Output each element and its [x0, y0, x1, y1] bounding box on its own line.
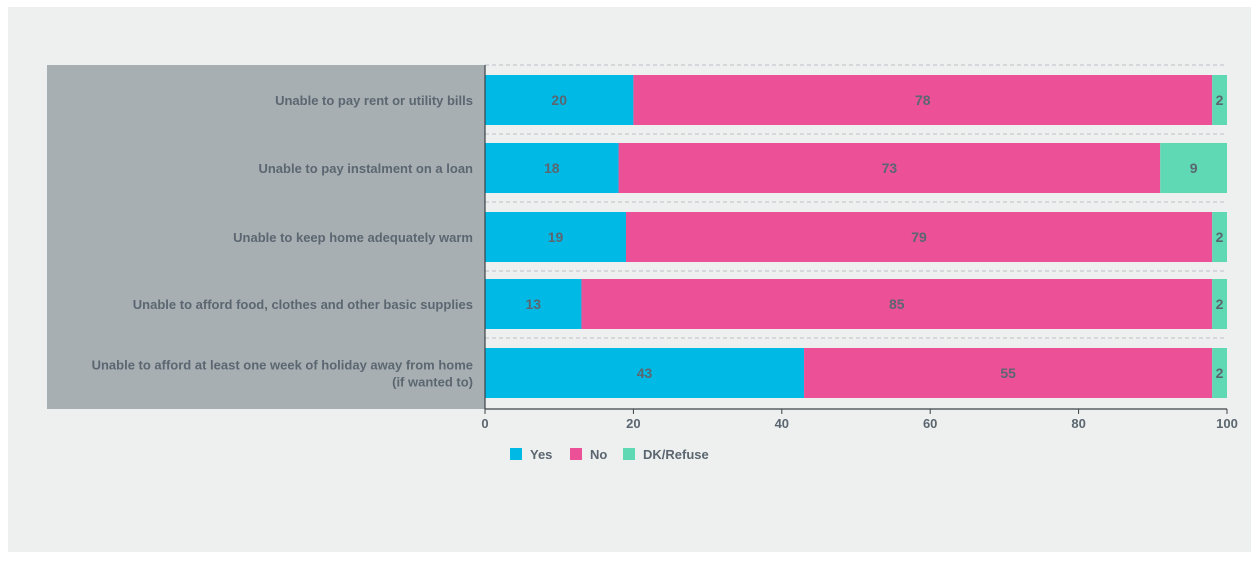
bar-no: [581, 279, 1213, 329]
bar-yes: [485, 75, 634, 125]
category-label: Unable to pay rent or utility bills: [275, 93, 473, 108]
bar-dk-refuse: [1212, 212, 1227, 262]
x-tick-label: 80: [1071, 416, 1085, 431]
data-label: 13: [525, 296, 541, 312]
legend-swatch-yes: [510, 448, 522, 460]
x-tick-label: 0: [481, 416, 488, 431]
data-label: 85: [889, 296, 905, 312]
data-label: 79: [911, 229, 927, 245]
data-label: 55: [1000, 365, 1016, 381]
category-label: Unable to afford food, clothes and other…: [133, 297, 473, 312]
data-label: 2: [1216, 296, 1224, 312]
bar-no: [618, 143, 1161, 193]
legend-label: DK/Refuse: [643, 447, 709, 462]
data-label: 2: [1216, 229, 1224, 245]
data-label: 18: [544, 160, 560, 176]
category-label: (if wanted to): [392, 375, 473, 390]
legend-swatch-no: [570, 448, 582, 460]
bar-dk-refuse: [1212, 279, 1227, 329]
chart-panel: 20 78 2 Unable to pay rent or utility bills…: [8, 7, 1251, 552]
legend-label: Yes: [530, 447, 552, 462]
data-label: 2: [1216, 92, 1224, 108]
bar-dk-refuse: [1212, 348, 1227, 398]
category-label: Unable to keep home adequately warm: [233, 230, 473, 245]
category-label: Unable to afford at least one week of ho…: [92, 358, 473, 373]
legend-label: No: [590, 447, 607, 462]
data-label: 43: [637, 365, 653, 381]
data-label: 9: [1190, 160, 1198, 176]
bar-dk-refuse: [1212, 75, 1227, 125]
bar-dk-refuse: [1160, 143, 1227, 193]
legend-swatch-dk-refuse: [623, 448, 635, 460]
data-label: 78: [915, 92, 931, 108]
bar-yes: [485, 143, 619, 193]
bar-no: [804, 348, 1213, 398]
bar-yes: [485, 348, 805, 398]
bar-no: [633, 75, 1213, 125]
data-label: 19: [548, 229, 564, 245]
x-tick-label: 100: [1216, 416, 1238, 431]
x-tick-label: 40: [775, 416, 789, 431]
x-tick-label: 60: [923, 416, 937, 431]
x-tick-label: 20: [626, 416, 640, 431]
data-label: 20: [551, 92, 567, 108]
category-label: Unable to pay instalment on a loan: [258, 161, 473, 176]
category-label-panel: [47, 65, 485, 409]
bar-yes: [485, 212, 626, 262]
bar-yes: [485, 279, 582, 329]
data-label: 73: [882, 160, 898, 176]
bar-no: [625, 212, 1213, 262]
data-label: 2: [1216, 365, 1224, 381]
